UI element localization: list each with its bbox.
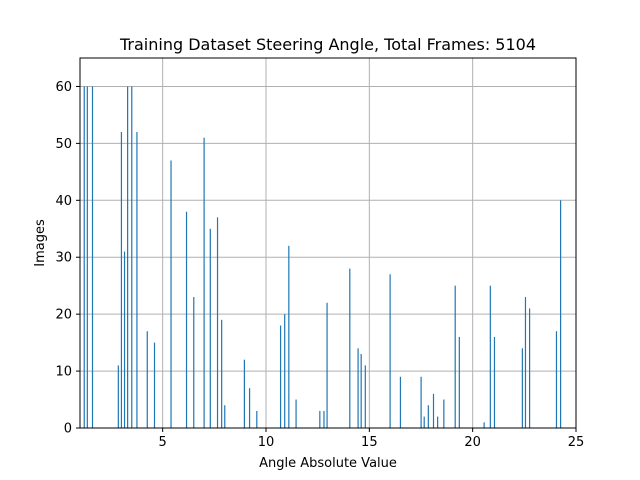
y-tick-label: 30 [55, 251, 72, 266]
plot-frame [79, 57, 577, 429]
y-tick-label: 0 [64, 422, 72, 437]
histogram-bar [153, 342, 156, 428]
histogram-bar [279, 325, 282, 428]
x-tick-label: 10 [258, 435, 275, 450]
x-axis-label: Angle Absolute Value [259, 456, 397, 471]
histogram-bar [221, 319, 223, 428]
histogram-bar [399, 376, 402, 428]
histogram-bar [360, 354, 362, 428]
histogram-bar [423, 416, 425, 428]
histogram-bar [483, 422, 485, 428]
histogram-bar [216, 217, 219, 428]
histogram-bar [364, 365, 366, 428]
histogram-bar [203, 137, 205, 428]
histogram-bar [357, 348, 359, 428]
histogram-bar [170, 160, 172, 428]
histogram-bar [131, 86, 133, 429]
bars [83, 86, 562, 429]
histogram-bar [521, 348, 523, 428]
histogram-bar [555, 331, 558, 428]
histogram-bar [123, 251, 126, 428]
histogram-bar [349, 268, 351, 428]
y-tick-label: 60 [55, 80, 72, 95]
histogram-bar [437, 416, 439, 428]
histogram-bar [529, 308, 531, 428]
axis-ticks: 5 10 15 20 25 0 10 20 30 40 50 60 [55, 80, 584, 450]
histogram-bar [493, 336, 496, 428]
histogram-bar [209, 228, 211, 428]
histogram-bar [432, 393, 435, 428]
histogram-bar [127, 86, 129, 429]
histogram-bar [489, 285, 491, 428]
y-tick-label: 20 [55, 308, 72, 323]
histogram-bar [443, 399, 445, 428]
histogram-bar [185, 211, 188, 428]
y-tick-label: 40 [55, 194, 72, 209]
x-tick-label: 20 [464, 435, 481, 450]
y-tick-label: 50 [55, 137, 72, 152]
histogram-bar [136, 132, 138, 428]
histogram-bar [120, 132, 123, 428]
x-tick-label: 25 [568, 435, 585, 450]
histogram-bar [91, 86, 94, 429]
histogram-bar [389, 274, 391, 428]
histogram-bar [323, 410, 325, 428]
x-tick-label: 15 [361, 435, 378, 450]
histogram-bar [288, 245, 290, 428]
histogram-bar [326, 302, 328, 428]
histogram-bar [248, 388, 251, 428]
x-tick-label: 5 [159, 435, 167, 450]
histogram-bar [295, 399, 297, 428]
histogram-bar [83, 86, 85, 429]
histogram-bar [146, 331, 148, 428]
histogram-bar [243, 359, 245, 428]
y-axis-label: Images [33, 219, 48, 267]
histogram-bar [560, 200, 562, 428]
histogram-bar [193, 297, 195, 428]
histogram-bar [117, 365, 119, 428]
y-tick-label: 10 [55, 365, 72, 380]
histogram-bar [427, 405, 429, 428]
histogram-bar [454, 285, 456, 428]
histogram-bar [458, 336, 460, 428]
histogram-bar [86, 86, 88, 429]
histogram-bar [256, 410, 258, 428]
histogram-bar [524, 297, 527, 428]
histogram-bar [284, 314, 286, 428]
histogram-bar [224, 405, 226, 428]
histogram-bar [319, 410, 321, 428]
chart-title: Training Dataset Steering Angle, Total F… [119, 35, 536, 54]
histogram-bar [420, 376, 422, 428]
